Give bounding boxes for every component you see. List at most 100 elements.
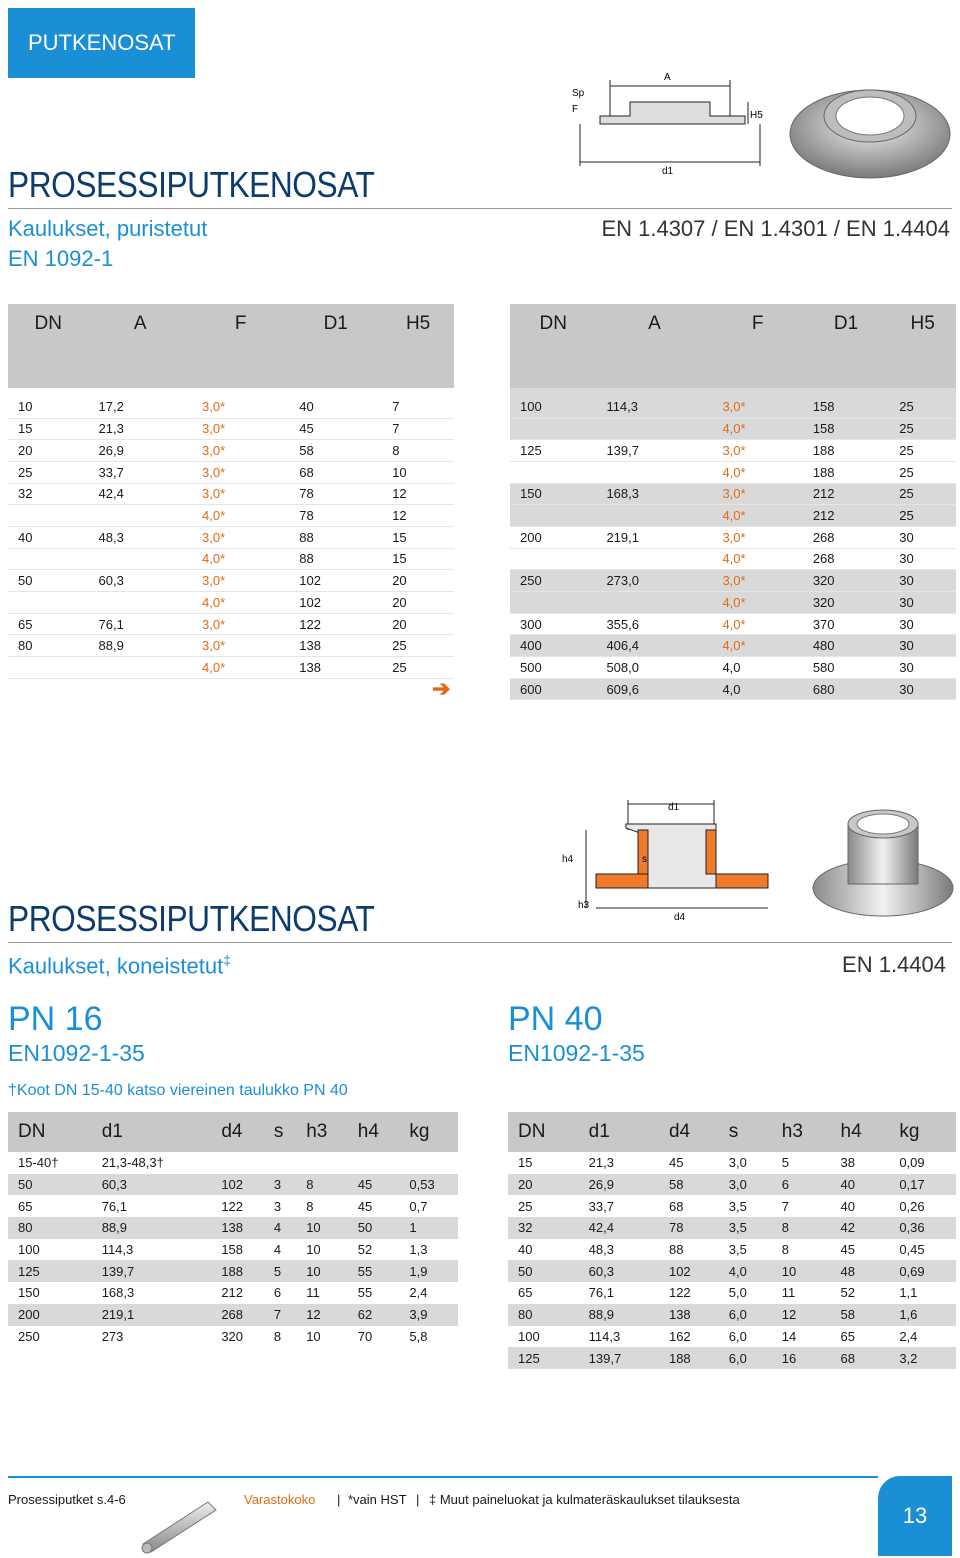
- label-d1: d1: [668, 802, 680, 813]
- cell-f: 4,0*: [712, 591, 803, 614]
- cell: 60,3: [578, 1260, 659, 1283]
- cell: 320: [221, 1328, 244, 1344]
- cell: 5,0: [728, 1285, 747, 1301]
- cell: 52: [840, 1285, 856, 1301]
- col-header: D1: [802, 304, 890, 388]
- section2-material: EN 1.4404: [842, 952, 946, 977]
- footer-sep2: |: [416, 1492, 420, 1507]
- cell: 5,8: [409, 1328, 428, 1344]
- cell: [211, 1152, 264, 1174]
- table-row: 4,0* 188 25: [510, 461, 956, 484]
- cell-d1: 88: [299, 529, 314, 545]
- table-row: 40 48,3 88 3,5 8 45 0,45: [508, 1239, 956, 1261]
- label-d4: d4: [674, 912, 686, 923]
- cell: 76,1: [101, 1198, 127, 1214]
- cell: 0,09: [899, 1155, 925, 1171]
- col-header: h4: [830, 1112, 890, 1152]
- table-row: 150 168,3 212 6 11 55 2,4: [8, 1282, 458, 1304]
- cell: 11: [781, 1285, 796, 1301]
- cell: 45: [668, 1155, 684, 1171]
- pn16-norm: EN1092-1-35: [8, 1040, 145, 1066]
- table-row: 400 406,4 4,0* 480 30: [510, 634, 956, 657]
- col-header: DN: [8, 1112, 92, 1152]
- cell-dn: [510, 591, 597, 614]
- cell: 139,7: [578, 1347, 659, 1369]
- cell: 1,9: [399, 1260, 458, 1283]
- cell: 8: [781, 1242, 790, 1258]
- table-row: 150 168,3 3,0* 212 25: [510, 483, 956, 505]
- section1-materials: EN 1.4307 / EN 1.4301 / EN 1.4404: [601, 216, 950, 241]
- table-row: 15-40† 21,3-48,3†: [8, 1152, 458, 1174]
- cell-f: 4,0*: [202, 594, 226, 610]
- cell: 125: [8, 1260, 92, 1283]
- table-row: 15 21,3 45 3,0 5 38 0,09: [508, 1152, 956, 1174]
- cell: 32: [508, 1217, 579, 1239]
- cell: [399, 1152, 458, 1174]
- cell-dn: 150: [510, 483, 597, 505]
- cell: 80: [508, 1303, 579, 1326]
- cell: 48,3: [588, 1242, 614, 1258]
- cell: 62: [347, 1303, 400, 1326]
- cell-dn: [510, 418, 597, 440]
- cell: 102: [211, 1173, 264, 1196]
- cell: [348, 1152, 400, 1174]
- table-row: 50 60,3 102 3 8 45 0,53: [8, 1173, 458, 1196]
- cell-a: 139,7: [606, 443, 639, 459]
- cell-d1: 212: [802, 504, 890, 527]
- cell-dn: 15: [18, 421, 33, 437]
- cell-f: 4,0*: [712, 418, 803, 440]
- table-row: 40 48,3 3,0* 88 15: [8, 526, 454, 549]
- cell: 3,5: [718, 1217, 772, 1239]
- cell: 40: [840, 1198, 856, 1214]
- cell-d1: 78: [299, 486, 314, 502]
- col-header: kg: [889, 1112, 956, 1152]
- cell: 0,53: [399, 1173, 458, 1196]
- cell: 65: [518, 1285, 533, 1301]
- label-s: s: [642, 854, 647, 865]
- cell-d1: 158: [802, 388, 890, 418]
- table-row: 500 508,0 4,0 580 30: [510, 657, 956, 679]
- cell-a: [596, 418, 713, 440]
- cell-a: 609,6: [596, 678, 713, 700]
- cell-f: 4,0*: [722, 616, 746, 632]
- label-h5: H5: [750, 110, 763, 121]
- cell: 268: [211, 1303, 264, 1326]
- cell-dn: 200: [520, 529, 542, 545]
- cell: [264, 1152, 296, 1174]
- cell: 114,3: [588, 1328, 621, 1344]
- table-pn40: DN d1 d4 s h3 h4 kg 15 21,3 45 3,0 5 38 0,09 20 26,9 58…: [508, 1112, 956, 1369]
- cell-h5: 25: [392, 638, 407, 654]
- cell: 6,0: [728, 1328, 747, 1344]
- cell-h5: 15: [392, 529, 407, 545]
- cell-f: 4,0*: [712, 634, 803, 657]
- cell: 1,3: [409, 1242, 428, 1258]
- col-header: d1: [91, 1112, 212, 1152]
- table-row: 125 139,7 188 5 10 55 1,9: [8, 1260, 458, 1283]
- cell: 162: [668, 1328, 691, 1344]
- cell-f: 3,0*: [202, 616, 226, 632]
- cell: 212: [221, 1285, 244, 1301]
- cell-dn: 500: [520, 659, 542, 675]
- cell: 0,45: [899, 1242, 925, 1258]
- cell-a: [596, 461, 712, 483]
- cell-d1: 102: [299, 594, 321, 610]
- section2-subtitle: Kaulukset, koneistetut‡: [8, 952, 232, 979]
- cell-f: 4,0*: [202, 551, 226, 567]
- cell: 3,2: [889, 1347, 956, 1369]
- cell: 4,0: [718, 1260, 772, 1283]
- cell: 138: [211, 1217, 264, 1239]
- col-header: A: [596, 304, 713, 388]
- cell-dn: 100: [510, 388, 597, 418]
- cell: 100: [518, 1328, 540, 1344]
- cell-dn: [8, 657, 89, 679]
- cell-dn: 25: [18, 464, 33, 480]
- cell: 5: [263, 1260, 297, 1283]
- cell: 1: [399, 1217, 458, 1239]
- cell-d1: 268: [812, 551, 835, 567]
- cell-dn: 40: [18, 529, 33, 545]
- collar-photo: [812, 809, 954, 917]
- cell-dn: 125: [520, 443, 542, 459]
- cell: 138: [658, 1303, 719, 1326]
- cell-dn: 600: [510, 678, 597, 700]
- table-row: 125 139,7 3,0* 188 25: [510, 440, 956, 462]
